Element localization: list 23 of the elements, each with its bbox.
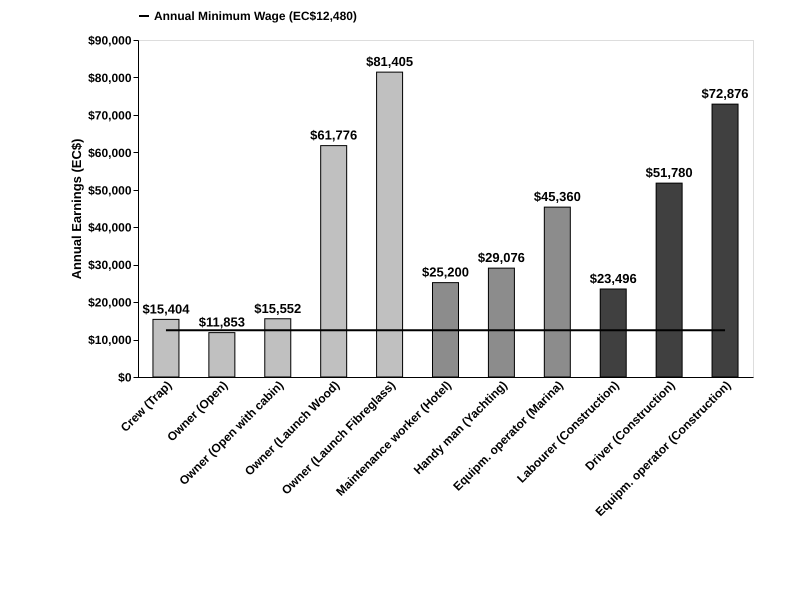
legend-label: Annual Minimum Wage (EC$12,480) xyxy=(154,9,357,23)
data-label: $11,853 xyxy=(198,314,246,330)
data-label: $72,876 xyxy=(702,86,749,102)
y-tick-label: $80,000 xyxy=(88,70,132,85)
data-label: $25,200 xyxy=(422,264,469,280)
y-tick-label: $60,000 xyxy=(88,146,132,160)
y-axis-title: Annual Earnings (EC$) xyxy=(69,138,84,280)
data-label: $15,552 xyxy=(254,300,302,316)
data-label: $23,496 xyxy=(590,271,637,286)
data-label: $81,405 xyxy=(366,54,414,70)
y-tick-label: $50,000 xyxy=(88,183,132,198)
data-label: $45,360 xyxy=(534,189,581,204)
data-label: $29,076 xyxy=(478,250,525,266)
data-label: $51,780 xyxy=(646,165,693,180)
y-tick-label: $90,000 xyxy=(88,34,132,48)
y-tick-label: $30,000 xyxy=(88,258,132,272)
y-tick-label: $10,000 xyxy=(88,333,132,348)
y-tick-label: $0 xyxy=(118,370,132,384)
data-label: $15,404 xyxy=(142,301,190,316)
y-tick-label: $20,000 xyxy=(88,296,132,310)
y-tick-label: $40,000 xyxy=(88,220,132,235)
data-label: $61,776 xyxy=(310,128,358,143)
y-tick-label: $70,000 xyxy=(88,108,132,122)
